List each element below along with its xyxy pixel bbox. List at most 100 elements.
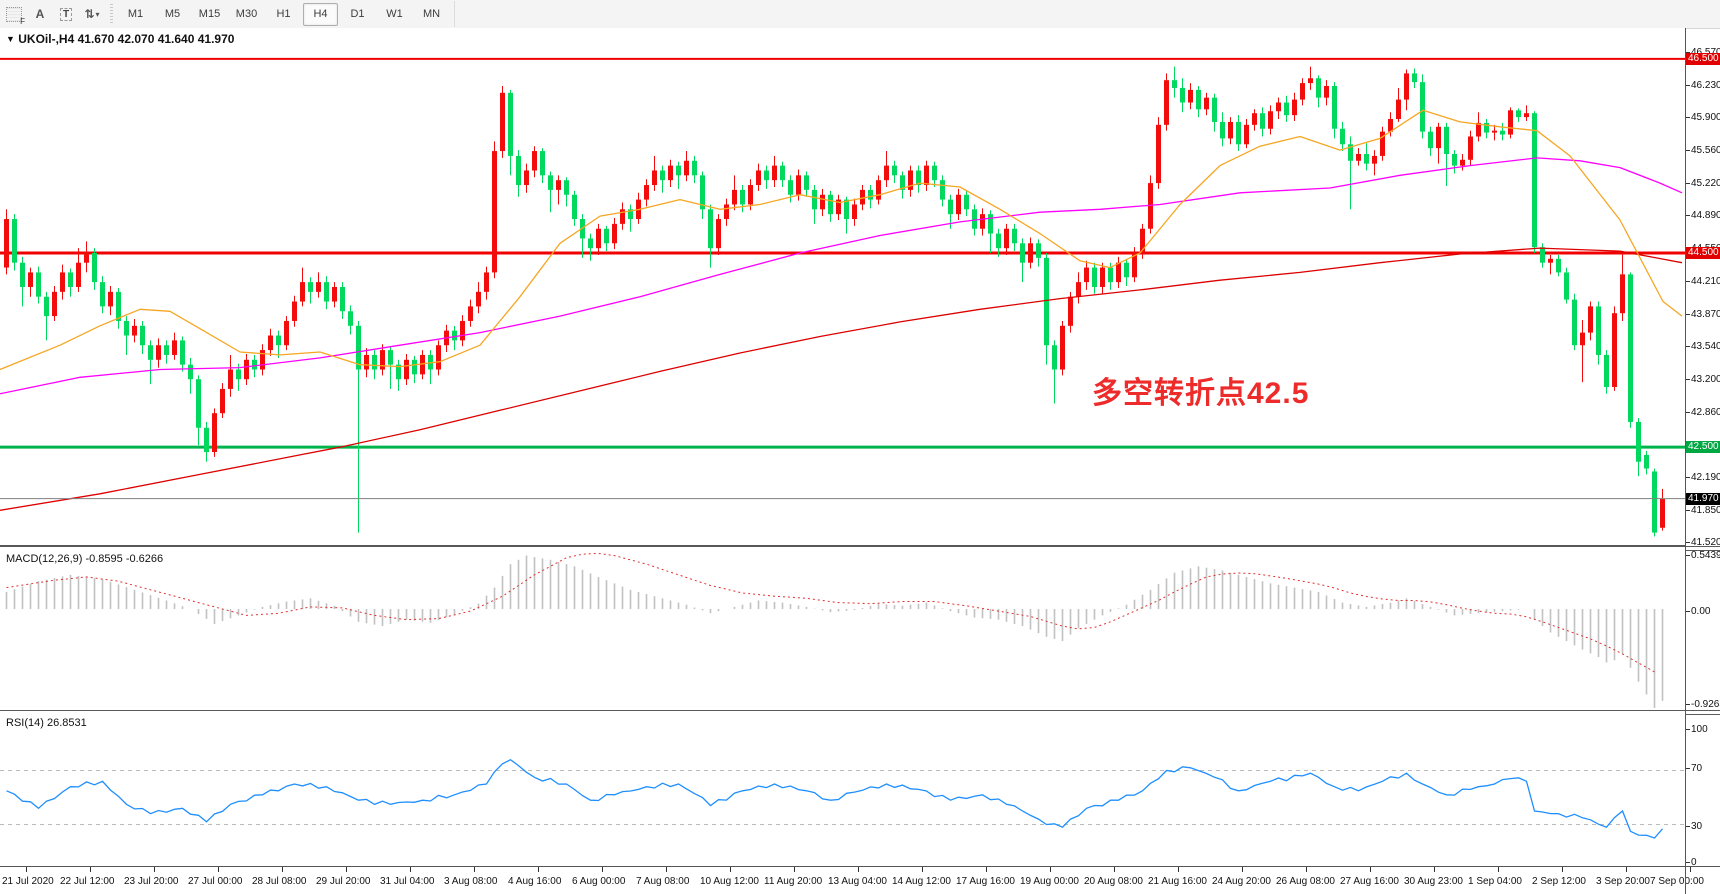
rsi-axis-label: 30 bbox=[1691, 821, 1703, 832]
candle-body bbox=[476, 291, 481, 307]
candle-body bbox=[828, 194, 833, 215]
chevron-down-icon[interactable]: ▼ bbox=[6, 34, 15, 44]
toolbar-drag-handle[interactable] bbox=[110, 4, 113, 24]
candle-body bbox=[1180, 87, 1185, 103]
candle-body bbox=[308, 282, 313, 292]
candle-body bbox=[948, 199, 953, 215]
candle-body bbox=[1492, 130, 1497, 133]
timeframe-button-h1[interactable]: H1 bbox=[276, 8, 291, 20]
candle-body bbox=[36, 272, 41, 297]
candle-body bbox=[108, 291, 113, 307]
chevron-down-icon: ▾ bbox=[95, 9, 100, 19]
time-tick bbox=[730, 867, 731, 872]
time-tick bbox=[858, 867, 859, 872]
time-axis-label: 10 Aug 12:00 bbox=[700, 876, 759, 887]
candle-body bbox=[164, 345, 169, 355]
candle-body bbox=[1164, 80, 1169, 125]
rsi-panel[interactable] bbox=[0, 713, 1685, 866]
time-tick bbox=[538, 867, 539, 872]
time-axis-label: 2 Sep 12:00 bbox=[1532, 876, 1586, 887]
time-axis-label: 3 Aug 08:00 bbox=[444, 876, 498, 887]
candle-body bbox=[188, 364, 193, 380]
candle-body bbox=[756, 170, 761, 186]
time-axis-label: 13 Aug 04:00 bbox=[828, 876, 887, 887]
arrange-windows-icon[interactable]: ⇅ ▾ bbox=[84, 7, 100, 21]
text-box-icon[interactable]: T bbox=[54, 3, 78, 25]
candle-body bbox=[572, 194, 577, 220]
time-tick bbox=[794, 867, 795, 872]
macd-axis-label: -0.9263 bbox=[1691, 699, 1720, 710]
candle-body bbox=[1468, 136, 1473, 160]
timeframe-button-w1[interactable]: W1 bbox=[386, 8, 403, 20]
candle-body bbox=[1460, 159, 1465, 166]
candle-body bbox=[1044, 257, 1049, 346]
candle-body bbox=[1404, 73, 1409, 100]
candle-body bbox=[500, 92, 505, 152]
time-tick bbox=[1050, 867, 1051, 872]
candle-body bbox=[1060, 325, 1065, 370]
time-axis-label: 30 Aug 23:00 bbox=[1404, 876, 1463, 887]
candle-body bbox=[740, 189, 745, 205]
axis-tick bbox=[1686, 183, 1690, 184]
time-axis-label: 31 Jul 04:00 bbox=[380, 876, 435, 887]
timeframe-button-h4[interactable]: H4 bbox=[303, 2, 338, 26]
chart-title: ▼ UKOil-,H4 41.670 42.070 41.640 41.970 bbox=[6, 32, 234, 46]
candle-body bbox=[612, 223, 617, 244]
macd-signal-line bbox=[6, 552, 1655, 673]
candle-body bbox=[564, 180, 569, 195]
ma-fast-orange bbox=[0, 109, 1683, 371]
axis-tick bbox=[1686, 85, 1690, 86]
text-label-icon[interactable]: A bbox=[35, 7, 45, 21]
time-axis-label: 20 Aug 08:00 bbox=[1084, 876, 1143, 887]
candle-body bbox=[860, 189, 865, 205]
timeframe-button-m15[interactable]: M15 bbox=[198, 8, 221, 20]
time-tick bbox=[154, 867, 155, 872]
candle-body bbox=[652, 170, 657, 186]
candle-body bbox=[292, 301, 297, 321]
axis-tick bbox=[1686, 768, 1690, 769]
axis-tick bbox=[1686, 729, 1690, 730]
candle-body bbox=[1204, 97, 1209, 110]
timeframe-button-m30[interactable]: M30 bbox=[235, 8, 258, 20]
candle-body bbox=[644, 185, 649, 200]
price-axis-label: 43.870 bbox=[1691, 309, 1720, 320]
main-chart[interactable] bbox=[0, 28, 1685, 546]
level-price-badge: 44.500 bbox=[1686, 247, 1720, 259]
axis-tick bbox=[1686, 117, 1690, 118]
candle-body bbox=[228, 369, 233, 389]
timeframe-button-m1[interactable]: M1 bbox=[127, 8, 144, 20]
candle-body bbox=[620, 209, 625, 224]
time-axis-label: 26 Aug 08:00 bbox=[1276, 876, 1335, 887]
timeframe-button-m5[interactable]: M5 bbox=[164, 8, 181, 20]
time-tick bbox=[26, 867, 27, 872]
macd-panel[interactable] bbox=[0, 549, 1685, 710]
candle-body bbox=[1212, 97, 1217, 122]
time-axis-label: 1 Sep 04:00 bbox=[1468, 876, 1522, 887]
candle-body bbox=[932, 165, 937, 181]
candle-body bbox=[604, 228, 609, 244]
time-tick bbox=[1562, 867, 1563, 872]
axis-tick bbox=[1686, 862, 1690, 863]
candle-body bbox=[92, 253, 97, 283]
axis-tick bbox=[1686, 150, 1690, 151]
axis-tick bbox=[1686, 314, 1690, 315]
candle-body bbox=[372, 354, 377, 370]
timeframe-button-mn[interactable]: MN bbox=[422, 8, 441, 20]
price-axis-label: 45.220 bbox=[1691, 178, 1720, 189]
price-axis-label: 46.230 bbox=[1691, 80, 1720, 91]
chart-template-icon[interactable]: F bbox=[2, 3, 26, 26]
candle-body bbox=[236, 369, 241, 380]
macd-axis-label: 0.00 bbox=[1691, 606, 1711, 617]
timeframe-button-d1[interactable]: D1 bbox=[350, 8, 365, 20]
timeline-border bbox=[0, 866, 1720, 867]
time-tick bbox=[346, 867, 347, 872]
candle-body bbox=[420, 354, 425, 375]
candle-body bbox=[1012, 228, 1017, 244]
candle-body bbox=[764, 170, 769, 181]
candle-body bbox=[268, 335, 273, 351]
candle-body bbox=[1340, 128, 1345, 145]
candle-body bbox=[804, 175, 809, 190]
candle-body bbox=[916, 170, 921, 186]
candle-body bbox=[508, 92, 513, 156]
